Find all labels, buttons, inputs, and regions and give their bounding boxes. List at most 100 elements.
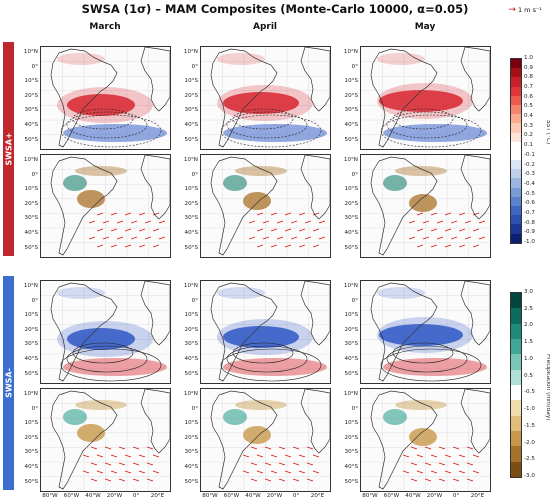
- wind-vector: [138, 212, 146, 216]
- wind-vector: [452, 462, 460, 466]
- wind-vector: [312, 454, 320, 458]
- south-america-coastline: [210, 390, 278, 490]
- wind-vector: [444, 228, 452, 232]
- wind-vector: [124, 470, 132, 474]
- colorbar-segment: [511, 400, 521, 416]
- wind-vector: [88, 236, 96, 240]
- precip-wet-anomaly: [63, 409, 87, 425]
- colorbar-segment: [511, 178, 521, 188]
- wind-vector: [90, 478, 98, 482]
- latitude-tick-label: 40°S: [24, 122, 38, 128]
- latitude-tick-label: 0°: [31, 405, 38, 412]
- latitude-tick-label: 50°S: [24, 370, 38, 377]
- africa-coastline: [300, 281, 330, 346]
- wind-vector: [402, 454, 410, 458]
- wind-vector: [276, 220, 284, 224]
- sst-weak-anomaly: [377, 53, 425, 65]
- latitude-tick-label: 40°S: [344, 464, 358, 470]
- africa-coastline: [300, 47, 330, 112]
- wind-arrow-icon: →: [508, 5, 516, 15]
- wind-vector: [110, 228, 118, 232]
- wind-vector: [152, 470, 160, 474]
- colorbar-tick-label: 0.1: [524, 142, 533, 149]
- wind-vector: [88, 220, 96, 224]
- colorbar-segment: [511, 338, 521, 355]
- colorbar-tick-label: -3.0: [524, 473, 535, 479]
- map-svg: [201, 281, 330, 383]
- latitude-tick-label: 40°S: [24, 230, 38, 236]
- colorbar-segment: [511, 104, 521, 115]
- map-frame: [40, 154, 171, 258]
- latitude-tick-label: 30°S: [24, 215, 38, 222]
- wind-vector: [298, 244, 306, 248]
- precip-wet-anomaly: [383, 175, 407, 191]
- wind-vector: [292, 462, 300, 466]
- wind-vector: [138, 470, 146, 474]
- wind-vector: [458, 470, 466, 474]
- map-panel-e: 10°N 0° 10°S 20°S 30°S 40°S 50°S: [184, 154, 331, 258]
- column-header-april: April: [252, 22, 278, 32]
- wind-vector: [284, 244, 292, 248]
- latitude-tick-label: 50°S: [24, 478, 38, 485]
- wind-vector: [248, 236, 256, 240]
- map-frame: [200, 46, 331, 150]
- latitude-tick-label: 30°S: [344, 215, 358, 222]
- africa-coastline: [460, 281, 490, 346]
- panel-header: [40, 144, 171, 154]
- latitude-tick-label: 40°S: [344, 122, 358, 128]
- colorbar-tick-label: -0.4: [524, 180, 535, 187]
- latitude-tick-label: 30°S: [24, 341, 38, 348]
- latitude-tick-label: 10°S: [184, 186, 198, 193]
- mslp-contour: [392, 108, 454, 130]
- map-frame: [360, 388, 491, 492]
- sst-weak-anomaly: [217, 287, 265, 299]
- colorbar-tick-label: -0.5: [524, 389, 535, 396]
- map-svg: [41, 281, 170, 383]
- wind-vector: [250, 478, 258, 482]
- map-frame: [360, 280, 491, 384]
- mslp-contour: [386, 345, 468, 373]
- precip-dry-anomaly: [243, 192, 271, 210]
- wind-vector: [466, 478, 474, 482]
- wind-vector: [102, 220, 110, 224]
- wind-vector: [284, 454, 292, 458]
- colorbar-tick-label: -0.2: [524, 161, 535, 168]
- wind-vector: [96, 212, 104, 216]
- group-band-swsa-minus: SWSA-: [3, 276, 14, 490]
- latitude-tick-label: 10°N: [183, 49, 198, 55]
- wind-vector: [110, 454, 118, 458]
- wind-vector: [416, 454, 424, 458]
- wind-vector: [416, 470, 424, 474]
- wind-vector: [284, 228, 292, 232]
- wind-vector: [90, 446, 98, 450]
- wind-vector: [472, 454, 480, 458]
- sst-opposite-anomaly: [223, 124, 327, 142]
- wind-key-label: 1 m s⁻¹: [517, 6, 542, 14]
- colorbar-tick-label: 0.5: [524, 103, 533, 110]
- mslp-contour: [66, 111, 148, 139]
- wind-vector: [298, 212, 306, 216]
- wind-vector: [452, 446, 460, 450]
- group-label-swsa-minus: SWSA-: [4, 368, 13, 398]
- colorbar-segment: [511, 354, 521, 370]
- precip-wet-anomaly: [63, 175, 87, 191]
- latitude-tick-label: 50°S: [344, 244, 358, 251]
- wind-vector: [124, 244, 132, 248]
- africa-coastline: [460, 47, 490, 112]
- south-america-coastline: [50, 282, 118, 382]
- wind-vector: [264, 446, 272, 450]
- wind-vector: [158, 220, 166, 224]
- wind-vector: [138, 454, 146, 458]
- mslp-contour: [386, 111, 468, 139]
- map-svg: [41, 155, 170, 257]
- wind-vector: [256, 454, 264, 458]
- mslp-contour: [380, 114, 482, 148]
- latitude-tick-label: 10°N: [23, 391, 38, 397]
- wind-vector: [110, 244, 118, 248]
- precip-itcz-anomaly: [75, 166, 127, 176]
- latitude-tick-label: 10°N: [183, 391, 198, 397]
- wind-vector: [458, 228, 466, 232]
- colorbar-tick-label: 0.6: [524, 93, 533, 100]
- wind-vector: [298, 228, 306, 232]
- latitude-tick-label: 20°S: [24, 434, 38, 441]
